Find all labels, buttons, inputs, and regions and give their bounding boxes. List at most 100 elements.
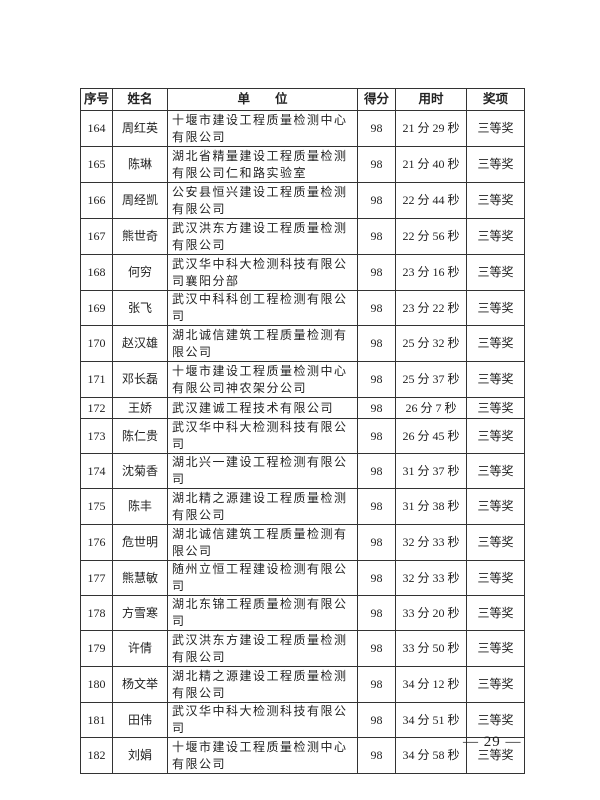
cell-name: 赵汉雄 (112, 325, 168, 362)
table-row: 172 王娇 武汉建诚工程技术有限公司 98 26 分 7 秒三等奖 (80, 397, 525, 419)
cell-name: 陈琳 (112, 146, 168, 183)
table-row: 180 杨文举 湖北精之源建设工程质量检测有限公司 98 34 分 12 秒三等奖 (80, 666, 525, 703)
cell-name: 田伟 (112, 702, 168, 738)
cell-no: 169 (80, 290, 113, 326)
cell-unit: 十堰市建设工程质量检测中心有限公司 (167, 737, 358, 774)
cell-score: 98 (357, 702, 396, 738)
cell-name: 陈仁贵 (112, 418, 168, 454)
cell-time: 26 分 7 秒 (395, 397, 467, 419)
cell-unit: 武汉华中科大检测科技有限公司 (167, 702, 358, 738)
cell-no: 174 (80, 453, 113, 489)
cell-time: 34 分 12 秒 (395, 666, 467, 703)
cell-score: 98 (357, 110, 396, 147)
cell-name: 沈菊香 (112, 453, 168, 489)
cell-name: 周经凯 (112, 182, 168, 219)
cell-unit: 十堰市建设工程质量检测中心有限公司 (167, 110, 358, 147)
header-name: 姓名 (112, 88, 168, 111)
table-row: 174 沈菊香 湖北兴一建设工程检测有限公司 98 31 分 37 秒三等奖 (80, 453, 525, 489)
cell-no: 182 (80, 737, 113, 774)
table-row: 170 赵汉雄 湖北诚信建筑工程质量检测有限公司 98 25 分 32 秒三等奖 (80, 325, 525, 362)
cell-name: 方雪寒 (112, 595, 168, 631)
table-row: 168 何穷 武汉华中科大检测科技有限公司襄阳分部 98 23 分 16 秒三等奖 (80, 254, 525, 291)
cell-unit: 湖北精之源建设工程质量检测有限公司 (167, 666, 358, 703)
cell-name: 危世明 (112, 524, 168, 561)
cell-award: 三等奖 (466, 325, 525, 362)
cell-time: 21 分 29 秒 (395, 110, 467, 147)
cell-unit: 湖北东锦工程质量检测有限公司 (167, 595, 358, 631)
cell-award: 三等奖 (466, 702, 525, 738)
cell-name: 陈丰 (112, 488, 168, 525)
cell-name: 王娇 (112, 397, 168, 419)
cell-no: 171 (80, 361, 113, 398)
cell-time: 33 分 20 秒 (395, 595, 467, 631)
cell-award: 三等奖 (466, 418, 525, 454)
cell-score: 98 (357, 397, 396, 419)
table-row: 175 陈丰 湖北精之源建设工程质量检测有限公司 98 31 分 38 秒三等奖 (80, 488, 525, 525)
table-header-row: 序号 姓名 单 位 得分 用时 奖项 (80, 88, 525, 111)
cell-no: 172 (80, 397, 113, 419)
cell-score: 98 (357, 325, 396, 362)
cell-score: 98 (357, 254, 396, 291)
cell-unit: 武汉华中科大检测科技有限公司襄阳分部 (167, 254, 358, 291)
cell-award: 三等奖 (466, 290, 525, 326)
award-table: 序号 姓名 单 位 得分 用时 奖项 164 周红英 十堰市建设工程质量检测中心有限… (80, 88, 525, 774)
cell-no: 164 (80, 110, 113, 147)
table-row: 178 方雪寒 湖北东锦工程质量检测有限公司 98 33 分 20 秒三等奖 (80, 595, 525, 631)
cell-no: 173 (80, 418, 113, 454)
cell-time: 32 分 33 秒 (395, 560, 467, 596)
table-row: 182 刘娟 十堰市建设工程质量检测中心有限公司 98 34 分 58 秒三等奖 (80, 737, 525, 774)
cell-name: 杨文举 (112, 666, 168, 703)
cell-score: 98 (357, 290, 396, 326)
cell-score: 98 (357, 218, 396, 255)
cell-score: 98 (357, 666, 396, 703)
cell-name: 邓长磊 (112, 361, 168, 398)
cell-time: 31 分 37 秒 (395, 453, 467, 489)
cell-score: 98 (357, 488, 396, 525)
cell-name: 张飞 (112, 290, 168, 326)
header-no: 序号 (80, 88, 113, 111)
cell-award: 三等奖 (466, 560, 525, 596)
cell-time: 25 分 37 秒 (395, 361, 467, 398)
table-row: 181 田伟 武汉华中科大检测科技有限公司 98 34 分 51 秒三等奖 (80, 702, 525, 738)
header-award: 奖项 (466, 88, 525, 111)
cell-no: 180 (80, 666, 113, 703)
table-row: 165 陈琳 湖北省精量建设工程质量检测有限公司仁和路实验室 98 21 分 40 秒三… (80, 146, 525, 183)
table-row: 166 周经凯 公安县恒兴建设工程质量检测有限公司 98 22 分 44 秒三等奖 (80, 182, 525, 219)
cell-award: 三等奖 (466, 254, 525, 291)
table-row: 176 危世明 湖北诚信建筑工程质量检测有限公司 98 32 分 33 秒三等奖 (80, 524, 525, 561)
cell-score: 98 (357, 146, 396, 183)
header-unit: 单 位 (167, 88, 358, 111)
cell-name: 许倩 (112, 630, 168, 667)
cell-time: 22 分 44 秒 (395, 182, 467, 219)
cell-time: 23 分 22 秒 (395, 290, 467, 326)
cell-score: 98 (357, 524, 396, 561)
cell-unit: 湖北省精量建设工程质量检测有限公司仁和路实验室 (167, 146, 358, 183)
cell-time: 33 分 50 秒 (395, 630, 467, 667)
cell-name: 熊世奇 (112, 218, 168, 255)
cell-award: 三等奖 (466, 361, 525, 398)
table-row: 177 熊慧敏 随州立恒工程建设检测有限公司 98 32 分 33 秒三等奖 (80, 560, 525, 596)
cell-score: 98 (357, 418, 396, 454)
cell-unit: 武汉洪东方建设工程质量检测有限公司 (167, 630, 358, 667)
header-score: 得分 (357, 88, 396, 111)
cell-time: 34 分 58 秒 (395, 737, 467, 774)
cell-no: 177 (80, 560, 113, 596)
table-row: 173 陈仁贵 武汉华中科大检测科技有限公司 98 26 分 45 秒三等奖 (80, 418, 525, 454)
cell-score: 98 (357, 737, 396, 774)
cell-score: 98 (357, 630, 396, 667)
cell-unit: 武汉洪东方建设工程质量检测有限公司 (167, 218, 358, 255)
cell-award: 三等奖 (466, 524, 525, 561)
cell-unit: 公安县恒兴建设工程质量检测有限公司 (167, 182, 358, 219)
cell-no: 181 (80, 702, 113, 738)
table-row: 169 张飞 武汉中科科创工程检测有限公司 98 23 分 22 秒三等奖 (80, 290, 525, 326)
cell-no: 179 (80, 630, 113, 667)
cell-award: 三等奖 (466, 630, 525, 667)
cell-name: 何穷 (112, 254, 168, 291)
cell-no: 165 (80, 146, 113, 183)
cell-time: 31 分 38 秒 (395, 488, 467, 525)
cell-time: 22 分 56 秒 (395, 218, 467, 255)
cell-award: 三等奖 (466, 666, 525, 703)
cell-score: 98 (357, 182, 396, 219)
cell-score: 98 (357, 595, 396, 631)
cell-no: 178 (80, 595, 113, 631)
